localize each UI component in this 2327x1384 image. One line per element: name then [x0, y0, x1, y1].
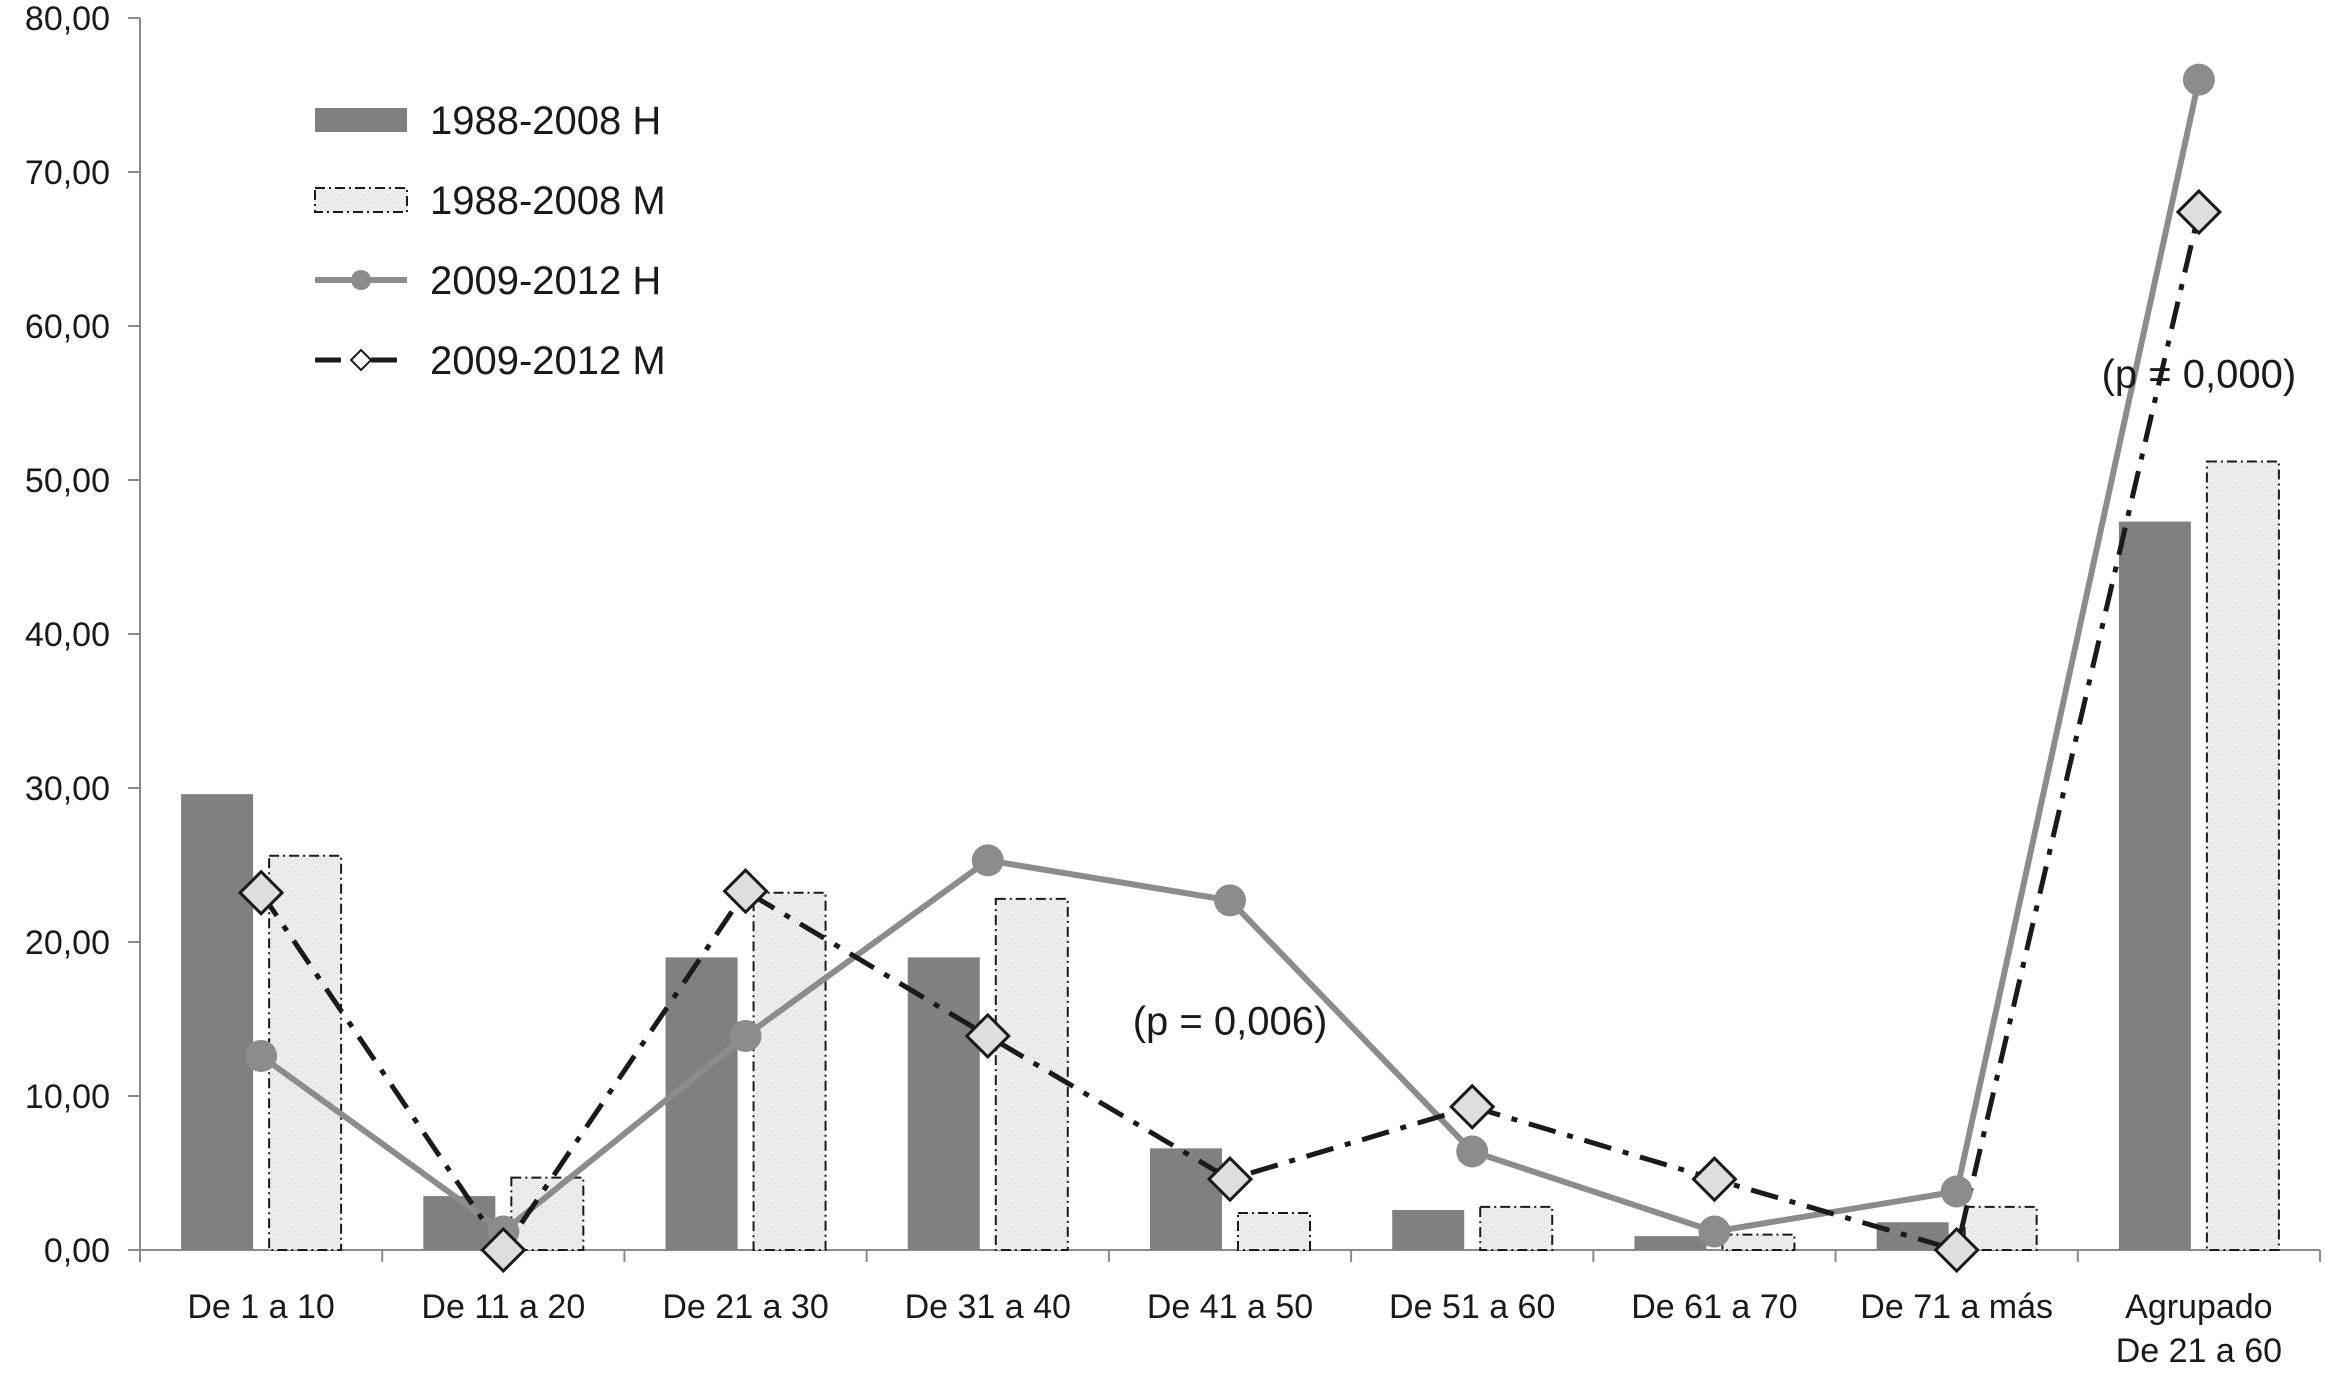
point-2009-2012-h	[971, 844, 1004, 877]
legend-label: 1988-2008 M	[430, 179, 666, 223]
legend-marker-2009-2012-h	[351, 270, 371, 290]
bar-1988-2008-m	[2205, 460, 2280, 1251]
legend-label: 2009-2012 H	[430, 259, 661, 303]
x-tick-label: De 31 a 40	[905, 1288, 1071, 1326]
x-tick-label: De 11 a 20	[421, 1288, 585, 1326]
bar-1988-2008-m	[268, 854, 343, 1251]
x-tick-label: De 21 a 30	[662, 1288, 828, 1326]
bar-1988-2008-h	[1634, 1236, 1707, 1250]
bar-1988-2008-h	[2118, 521, 2191, 1250]
bar-1988-2008-h	[1392, 1209, 1465, 1250]
x-tick-label: De 1 a 10	[187, 1288, 334, 1326]
y-tick-label: 0,00	[44, 1232, 110, 1270]
bar-1988-2008-h	[665, 957, 738, 1250]
annotations: (p = 0,006) (p = 0,000)	[1133, 353, 2296, 1044]
x-tick-label: Agrupado	[2125, 1288, 2272, 1326]
bar-1988-2008-m	[1237, 1212, 1311, 1252]
line-2009-2012-m	[259, 211, 2202, 1255]
bar-1988-2008-h	[907, 957, 980, 1250]
x-tick-label: De 51 a 60	[1389, 1288, 1555, 1326]
p-value-annotation: (p = 0,006)	[1133, 999, 1328, 1043]
point-2009-2012-h	[1214, 884, 1246, 917]
bar-1988-2008-h	[181, 794, 254, 1250]
point-2009-2012-m	[722, 868, 769, 915]
y-tick-label: 80,00	[25, 0, 110, 38]
p-value-annotation: (p = 0,000)	[2102, 353, 2297, 397]
y-tick-label: 40,00	[25, 616, 110, 654]
point-2009-2012-m	[480, 1226, 527, 1274]
point-2009-2012-m	[237, 869, 285, 916]
legend-label: 1988-2008 H	[430, 99, 661, 143]
x-tick-label: De 41 a 50	[1147, 1288, 1313, 1326]
axes: 0,00 10,00 20,00 30,00 40,00 50,00 60,00 70,00 8…	[25, 0, 2321, 1370]
x-tick-label: De 61 a 70	[1631, 1288, 1797, 1326]
legend-swatch-1988-2008-h	[315, 108, 407, 132]
bar-1988-2008-h	[423, 1196, 496, 1250]
y-tick-label: 10,00	[25, 1078, 110, 1116]
bar-1988-2008-m	[1479, 1205, 1554, 1252]
y-tick-label: 70,00	[25, 154, 110, 192]
legend-marker-2009-2012-m	[349, 348, 373, 372]
y-tick-label: 50,00	[25, 462, 110, 500]
legend-label: 2009-2012 M	[430, 339, 666, 383]
point-2009-2012-h	[2182, 63, 2215, 96]
point-2009-2012-h	[245, 1039, 278, 1072]
y-tick-label: 30,00	[25, 770, 110, 808]
point-2009-2012-h	[1456, 1135, 1489, 1168]
x-tick-label: De 21 a 60	[2116, 1332, 2282, 1370]
lines	[259, 78, 2202, 1255]
point-2009-2012-h	[729, 1019, 762, 1052]
bar-1988-2008-m	[1963, 1205, 2038, 1252]
point-2009-2012-m	[1449, 1083, 1496, 1130]
point-2009-2012-m	[2175, 188, 2223, 236]
point-2009-2012-m	[1691, 1156, 1738, 1203]
legend-swatch-1988-2008-m	[314, 187, 408, 213]
bar-1988-2008-m	[510, 1176, 585, 1251]
bar-1988-2008-m	[1721, 1233, 1796, 1251]
x-tick-label: De 71 a más	[1860, 1288, 2053, 1326]
bar-1988-2008-m	[752, 891, 827, 1251]
markers	[237, 63, 2223, 1274]
point-2009-2012-m	[964, 1012, 1011, 1060]
line-2009-2012-h	[259, 78, 2202, 1235]
bars	[181, 460, 2280, 1252]
legend: 1988-2008 H 1988-2008 M 2009-2012 H 2009-20…	[314, 99, 666, 383]
point-2009-2012-h	[1940, 1175, 1973, 1208]
point-2009-2012-m	[1206, 1156, 1254, 1203]
point-2009-2012-h	[1698, 1215, 1731, 1248]
y-tick-label: 60,00	[25, 308, 110, 346]
point-2009-2012-m	[1933, 1226, 1980, 1274]
bar-1988-2008-h	[1150, 1148, 1222, 1250]
y-tick-label: 20,00	[25, 924, 110, 962]
